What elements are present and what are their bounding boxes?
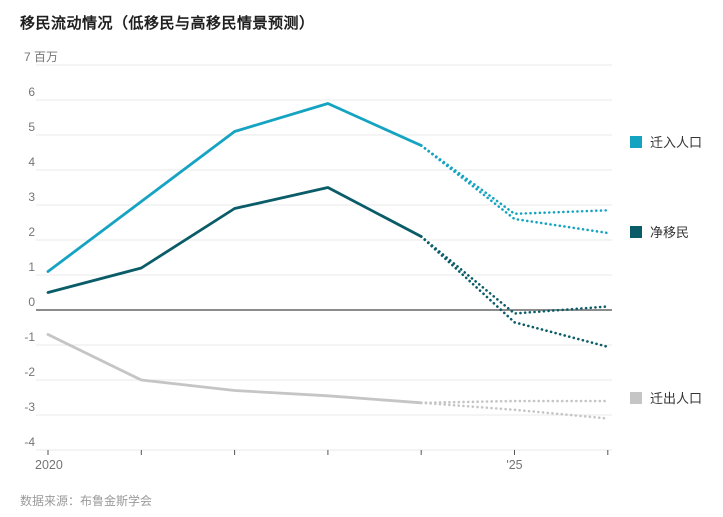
series-净移民-forecast_low (419, 235, 610, 349)
y-axis-label--3: -3 (24, 400, 35, 414)
inflow-swatch-icon (630, 135, 642, 148)
series-迁入人口-actual (46, 102, 423, 273)
legend-item-net: 净移民 (630, 222, 689, 241)
legend-label-outflow: 迁出人口 (650, 391, 703, 406)
x-axis-label-2020: 2020 (35, 458, 63, 472)
y-axis-label-7: 7 百万 (24, 50, 58, 64)
series-迁出人口-forecast_high (419, 399, 610, 405)
series-净移民-forecast_high (419, 235, 610, 315)
series-迁出人口-forecast_low (419, 401, 610, 420)
y-axis-label-5: 5 (28, 120, 35, 134)
y-axis-label--1: -1 (24, 330, 35, 344)
series-迁入人口-forecast_high (419, 144, 610, 216)
legend-item-outflow: 迁出人口 (630, 388, 702, 407)
legend-label-inflow: 迁入人口 (650, 135, 703, 150)
y-axis-label--4: -4 (24, 435, 35, 449)
outflow-swatch-icon (630, 391, 642, 404)
x-axis-label-2025: '25 (506, 458, 522, 472)
y-axis-label-6: 6 (28, 85, 35, 99)
y-axis-label-2: 2 (28, 225, 35, 239)
legend-label-net: 净移民 (650, 225, 690, 240)
legend-item-inflow: 迁入人口 (630, 132, 702, 151)
y-axis-label-0: 0 (28, 295, 35, 309)
y-axis-label-1: 1 (28, 260, 35, 274)
series-迁入人口-forecast_low (419, 144, 610, 235)
y-axis-label--2: -2 (24, 365, 35, 379)
y-axis-label-3: 3 (28, 190, 35, 204)
series-净移民-actual (46, 186, 423, 294)
chart-title: 移民流动情况（低移民与高移民情景预测） (20, 15, 315, 32)
source-note: 数据来源：布鲁金斯学会 (20, 494, 153, 508)
series-迁出人口-actual (46, 333, 423, 405)
net-swatch-icon (630, 225, 642, 238)
y-axis-label-4: 4 (28, 155, 35, 169)
